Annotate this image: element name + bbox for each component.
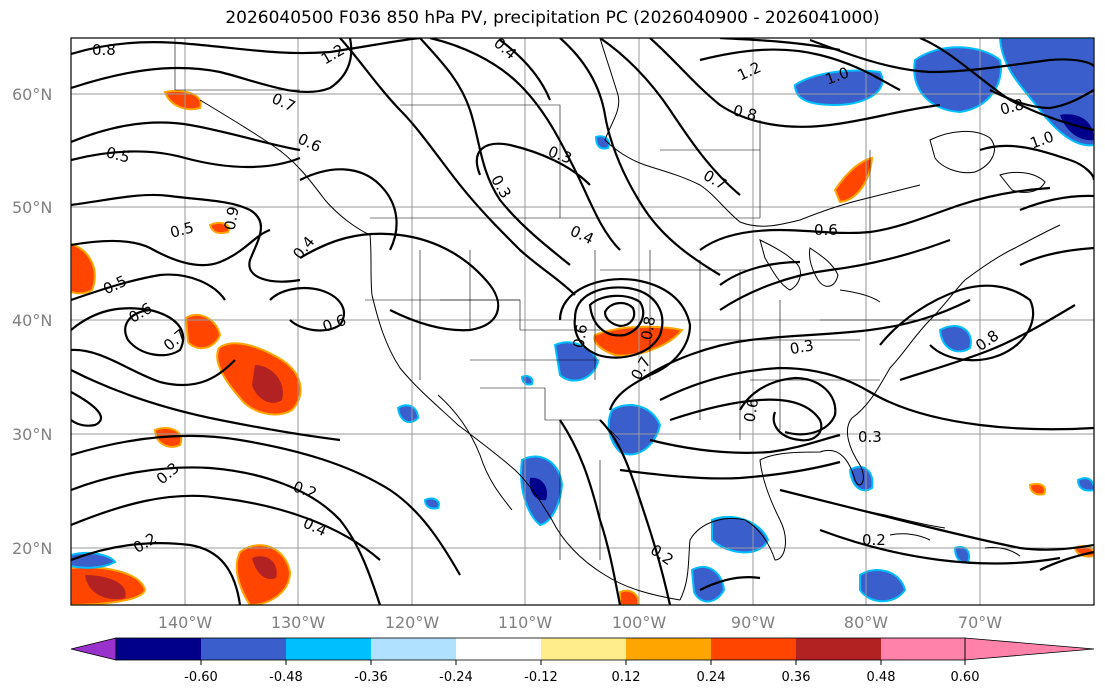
colorbar-segment — [286, 638, 371, 660]
lat-label-30n: 30°N — [12, 425, 52, 444]
colorbar-tick: -0.24 — [439, 670, 473, 685]
colorbar-tick: 0.12 — [612, 670, 641, 685]
contour-label: 0.8 — [637, 315, 659, 342]
colorbar-segment — [456, 638, 541, 660]
precip-negative-area — [396, 404, 420, 424]
precip-negative-area — [553, 341, 600, 382]
contour-label: 0.5 — [168, 218, 196, 242]
lon-label-120w: 120°W — [385, 613, 440, 632]
colorbar-tick: -0.36 — [354, 670, 388, 685]
precip-negative-core — [529, 477, 548, 501]
lon-label-110w: 110°W — [498, 613, 553, 632]
contour-label: 0.8 — [731, 101, 759, 125]
contour-label: 0.5 — [104, 143, 132, 167]
colorbar-segment — [201, 638, 286, 660]
precip-positive-area — [71, 242, 96, 295]
lat-label-50n: 50°N — [12, 198, 52, 217]
colorbar-tick: -0.60 — [184, 670, 218, 685]
colorbar-tick: -0.48 — [269, 670, 303, 685]
precip-positive-area — [163, 89, 202, 111]
colorbar-segment — [796, 638, 881, 660]
colorbar-tick: 0.24 — [697, 670, 726, 685]
chart-title: 2026040500 F036 850 hPa PV, precipitatio… — [225, 8, 880, 28]
precip-negative-core — [1060, 114, 1094, 141]
precip-negative-area — [423, 497, 440, 510]
colorbar-segment — [711, 638, 796, 660]
contour-label: 0.6 — [740, 397, 762, 424]
precip-positive-area — [833, 156, 874, 204]
contour-label: 0.6 — [814, 221, 838, 239]
lon-label-80w: 80°W — [844, 613, 888, 632]
lat-lon-grid — [71, 38, 1094, 605]
colorbar-segment — [371, 638, 456, 660]
colorbar-tick: -0.12 — [524, 670, 558, 685]
lat-label-20n: 20°N — [12, 539, 52, 558]
precip-positive-area — [208, 221, 230, 235]
contour-label: 0.3 — [858, 428, 882, 446]
precip-positive-area — [184, 313, 222, 350]
precip-negative-area — [1076, 477, 1094, 492]
colorbar: -0.60 -0.48 -0.36 -0.24 -0.12 0.12 0.24 … — [70, 637, 1095, 685]
precip-negative-area — [859, 569, 907, 603]
lon-label-130w: 130°W — [271, 613, 326, 632]
colorbar-segment — [116, 638, 201, 660]
contour-label: 0.9 — [221, 205, 243, 232]
precip-negative-area — [520, 374, 534, 386]
colorbar-extend-high — [964, 637, 1095, 661]
lat-label-60n: 60°N — [12, 85, 52, 104]
contour-label: 0.2 — [862, 531, 886, 549]
lon-label-90w: 90°W — [731, 613, 775, 632]
precip-positive-core — [252, 365, 283, 403]
contour-label: 0.3 — [788, 336, 815, 358]
latitude-axis: 60°N 50°N 40°N 30°N 20°N — [12, 85, 52, 558]
precip-negative-area — [938, 325, 972, 353]
precip-negative-area — [690, 565, 726, 603]
colorbar-segment — [626, 638, 711, 660]
lat-label-40n: 40°N — [12, 311, 52, 330]
longitude-axis: 140°W 130°W 120°W 110°W 100°W 90°W 80°W … — [158, 613, 1002, 632]
precip-positive-core — [252, 556, 277, 580]
map-frame — [70, 37, 1095, 606]
colorbar-tick: 0.48 — [867, 670, 896, 685]
colorbar-segment — [541, 638, 626, 660]
contour-label: 0.8 — [998, 95, 1026, 119]
precip-positive-area — [619, 589, 640, 605]
lon-label-140w: 140°W — [158, 613, 213, 632]
precip-negative-area — [848, 465, 874, 492]
map-panel — [71, 38, 1094, 605]
colorbar-extend-low — [70, 637, 117, 661]
colorbar-tick: 0.36 — [782, 670, 811, 685]
precip-positive-area — [1028, 483, 1046, 496]
lon-label-100w: 100°W — [612, 613, 667, 632]
colorbar-segment — [881, 638, 965, 660]
lon-label-70w: 70°W — [958, 613, 1002, 632]
contour-label: 0.8 — [92, 41, 116, 59]
contour-label: 0.6 — [569, 323, 591, 350]
precip-positive-core — [85, 575, 126, 600]
colorbar-tick: 0.60 — [951, 670, 980, 685]
pv-contours — [71, 38, 1094, 605]
precip-negative-area — [793, 69, 884, 107]
